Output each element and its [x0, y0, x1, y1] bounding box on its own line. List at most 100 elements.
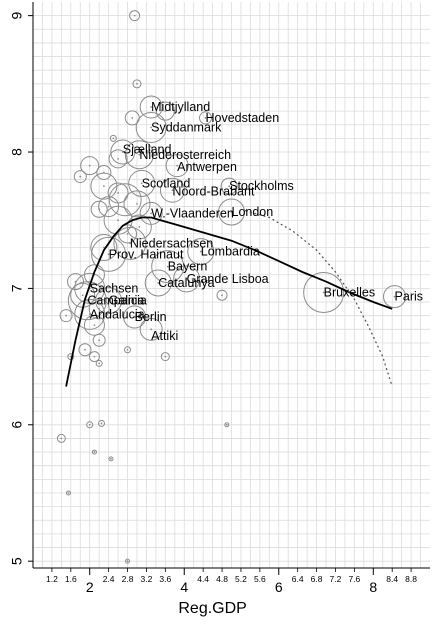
- x-minor-tick-label: 2.4: [103, 574, 115, 584]
- bubble: [80, 156, 100, 176]
- x-minor-tick-label: 1.6: [65, 574, 77, 584]
- x-minor-tick-label: 2.8: [122, 574, 134, 584]
- bubble-center: [133, 316, 136, 318]
- bubble: [56, 433, 66, 443]
- point-label: Prov. Hainaut: [109, 247, 184, 261]
- bubble-center: [84, 348, 86, 351]
- bubble: [159, 177, 185, 203]
- y-tick-label: 8: [9, 148, 25, 156]
- bubble-center: [79, 175, 82, 178]
- bubble-center: [93, 355, 96, 358]
- bubble-center: [117, 192, 119, 194]
- x-major-tick-label: 6: [275, 579, 283, 595]
- bubble-center: [67, 492, 70, 494]
- point-label: Attiki: [151, 329, 178, 343]
- bubble-center: [93, 451, 96, 453]
- grid-lines: [33, 2, 430, 568]
- bubble: [91, 449, 97, 455]
- y-tick-label: 6: [9, 421, 25, 429]
- bubble-center: [171, 189, 174, 192]
- bubble-center: [93, 324, 96, 327]
- bubble: [108, 183, 142, 217]
- y-tick-label: 7: [9, 284, 25, 292]
- bubble: [118, 224, 138, 244]
- x-minor-tick-label: 4.4: [197, 574, 209, 584]
- bubble-center: [107, 299, 110, 302]
- x-minor-tick-label: 7.2: [330, 574, 342, 584]
- bubble-center: [140, 182, 143, 185]
- y-tick-label: 9: [9, 12, 25, 20]
- fit-line-solid: [65, 216, 393, 387]
- point-label: Niedersachsen: [130, 236, 213, 250]
- bubble: [128, 169, 156, 197]
- bubble-center: [100, 422, 103, 425]
- bubble-center: [88, 164, 91, 167]
- bubble: [224, 422, 230, 428]
- bubble: [199, 111, 213, 125]
- bubble-center: [157, 282, 160, 284]
- bubble: [139, 317, 163, 341]
- x-minor-tick-label: 8.4: [386, 574, 398, 584]
- bubble: [187, 238, 215, 266]
- bubble-center: [126, 232, 129, 235]
- point-label: Lombardia: [201, 245, 260, 259]
- bubble: [123, 305, 147, 329]
- point-label: W.-Vlaanderen: [151, 206, 234, 220]
- bubble-center: [133, 14, 136, 17]
- fit-lines: [65, 210, 393, 388]
- bubble-center: [88, 423, 91, 426]
- bubble-center: [65, 314, 67, 317]
- bubble-center: [150, 212, 153, 215]
- bubble: [96, 164, 112, 180]
- bubble-center: [98, 208, 101, 211]
- x-minor-tick-label: 8.8: [405, 574, 417, 584]
- point-label: Sachsen: [90, 281, 139, 295]
- point-label: Hovedstaden: [206, 111, 280, 125]
- bubble: [73, 170, 87, 184]
- bubble-center: [199, 250, 202, 253]
- x-minor-tick-label: 6.4: [292, 574, 304, 584]
- bubble-center: [60, 437, 63, 440]
- bubble: [83, 314, 105, 336]
- bubble-center: [126, 348, 129, 351]
- bubble-center: [88, 313, 91, 316]
- point-label: Andalucia: [90, 307, 145, 321]
- bubble-center: [150, 126, 153, 129]
- x-major-tick-label: 8: [369, 579, 377, 595]
- bubble-center: [221, 294, 223, 297]
- bubble-center: [230, 211, 233, 213]
- bubble-center: [117, 219, 119, 222]
- point-label: Bayern: [168, 260, 208, 274]
- bubble-center: [166, 265, 169, 268]
- point-label: Antwerpen: [177, 160, 237, 174]
- x-major-tick-label: 4: [180, 579, 188, 595]
- bubble: [88, 351, 100, 363]
- bubble: [108, 456, 114, 462]
- point-label: Midtjylland: [151, 100, 210, 114]
- x-minor-tick-label: 3.2: [141, 574, 153, 584]
- bubble-center: [126, 560, 129, 563]
- bubble: [110, 139, 136, 165]
- bubble: [303, 272, 345, 314]
- bubble: [90, 233, 118, 261]
- point-label: Syddanmark: [151, 120, 222, 134]
- x-minor-tick-label: 5.2: [235, 574, 247, 584]
- bubble: [160, 352, 170, 362]
- x-axis-title: Reg.GDP: [178, 600, 246, 617]
- bubble-center: [110, 457, 112, 460]
- bubble: [109, 134, 117, 142]
- y-tick-label: 5: [9, 557, 25, 565]
- bubble: [90, 200, 108, 218]
- bubble-center: [86, 299, 89, 302]
- bubble-center: [102, 246, 105, 249]
- point-label: Bruxelles: [324, 286, 375, 300]
- bubble: [78, 343, 92, 357]
- bubble: [132, 79, 142, 89]
- point-label: Sjælland: [123, 142, 172, 156]
- bubble: [165, 154, 189, 178]
- bubble-center: [98, 339, 101, 342]
- bubble: [216, 289, 228, 301]
- point-label: Catalunya: [158, 276, 214, 290]
- bubble-center: [112, 137, 115, 140]
